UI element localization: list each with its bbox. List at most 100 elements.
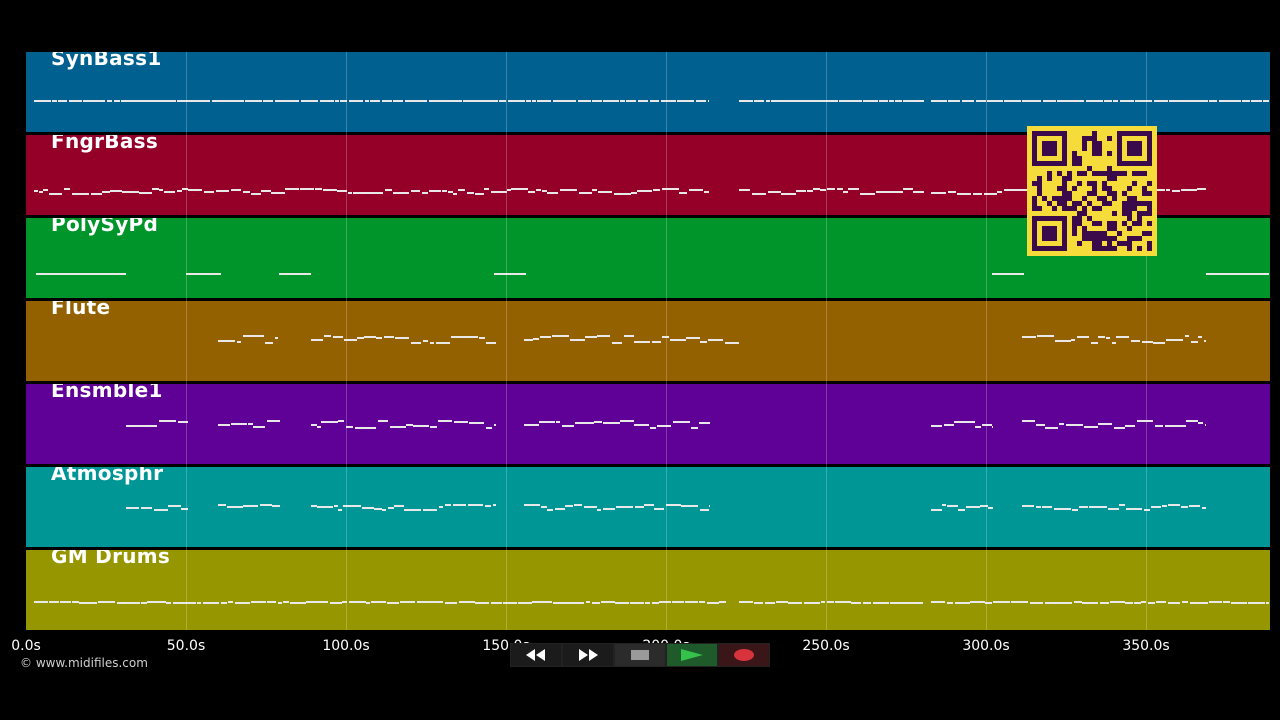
note-mark bbox=[521, 273, 526, 275]
note-mark bbox=[309, 273, 311, 275]
qr-module bbox=[1092, 171, 1097, 176]
qr-module bbox=[1147, 221, 1152, 226]
note-mark bbox=[439, 506, 443, 508]
qr-module bbox=[1122, 191, 1127, 196]
note-mark bbox=[186, 273, 203, 275]
note-mark bbox=[689, 189, 703, 191]
qr-module bbox=[1137, 236, 1142, 241]
qr-module bbox=[1097, 171, 1102, 176]
qr-module bbox=[1062, 201, 1067, 206]
note-mark bbox=[997, 273, 1008, 275]
qr-module bbox=[1147, 191, 1152, 196]
gridline bbox=[666, 52, 667, 630]
qr-module bbox=[1127, 226, 1132, 231]
note-mark bbox=[827, 188, 835, 190]
note-mark bbox=[873, 602, 889, 604]
note-mark bbox=[479, 337, 485, 339]
note-mark bbox=[494, 424, 496, 426]
note-mark bbox=[316, 601, 328, 603]
gridline bbox=[346, 52, 347, 630]
qr-module bbox=[1072, 151, 1077, 156]
qr-module bbox=[1107, 236, 1112, 241]
note-mark bbox=[1172, 190, 1180, 192]
note-mark bbox=[267, 601, 276, 603]
note-mark bbox=[445, 504, 451, 506]
time-tick-label: 100.0s bbox=[322, 638, 370, 654]
note-mark bbox=[311, 339, 323, 341]
qr-module bbox=[1112, 226, 1117, 231]
note-mark bbox=[539, 421, 555, 423]
qr-module bbox=[1092, 141, 1097, 146]
note-mark bbox=[162, 100, 176, 102]
note-mark bbox=[931, 509, 942, 511]
note-mark bbox=[406, 424, 413, 426]
note-mark bbox=[1182, 601, 1188, 603]
note-mark bbox=[980, 505, 988, 507]
note-mark bbox=[423, 509, 437, 511]
play-button[interactable] bbox=[666, 643, 718, 667]
note-mark bbox=[235, 100, 244, 102]
record-button[interactable] bbox=[718, 643, 770, 667]
note-mark bbox=[1249, 273, 1256, 275]
note-mark bbox=[293, 273, 301, 275]
note-mark bbox=[467, 192, 474, 194]
qr-module bbox=[1087, 181, 1092, 186]
note-mark bbox=[40, 273, 45, 275]
note-mark bbox=[197, 602, 201, 604]
note-mark bbox=[670, 339, 686, 341]
note-mark bbox=[594, 421, 602, 423]
note-mark bbox=[1022, 505, 1034, 507]
note-mark bbox=[579, 192, 592, 194]
note-mark bbox=[203, 602, 207, 604]
note-mark bbox=[992, 273, 997, 275]
qr-module bbox=[1127, 201, 1132, 206]
qr-module bbox=[1082, 136, 1087, 141]
note-mark bbox=[1194, 602, 1208, 604]
note-mark bbox=[1190, 602, 1194, 604]
note-mark bbox=[1114, 427, 1125, 429]
note-mark bbox=[820, 189, 826, 191]
qr-module bbox=[1127, 196, 1132, 201]
stop-button[interactable] bbox=[614, 643, 666, 667]
qr-module bbox=[1127, 141, 1142, 156]
note-mark bbox=[597, 509, 601, 511]
note-mark bbox=[603, 100, 619, 102]
note-mark bbox=[442, 100, 457, 102]
note-mark bbox=[679, 192, 687, 194]
fast-forward-button[interactable] bbox=[562, 643, 614, 667]
note-mark bbox=[654, 508, 664, 510]
note-mark bbox=[227, 506, 243, 508]
note-mark bbox=[547, 192, 558, 194]
note-mark bbox=[384, 336, 394, 338]
note-mark bbox=[413, 425, 429, 427]
note-mark bbox=[672, 601, 684, 603]
note-mark bbox=[603, 508, 615, 510]
note-mark bbox=[575, 422, 579, 424]
note-mark bbox=[228, 601, 233, 603]
note-mark bbox=[585, 336, 597, 338]
note-mark bbox=[243, 191, 250, 193]
qr-module bbox=[1132, 236, 1137, 241]
qr-module bbox=[1102, 231, 1107, 236]
qr-module bbox=[1112, 196, 1117, 201]
rewind-button[interactable] bbox=[510, 643, 562, 667]
note-mark bbox=[948, 100, 955, 102]
note-mark bbox=[1004, 100, 1021, 102]
note-mark bbox=[540, 336, 551, 338]
note-mark bbox=[253, 426, 265, 428]
qr-module bbox=[1127, 186, 1132, 191]
note-mark bbox=[1045, 602, 1056, 604]
note-mark bbox=[620, 420, 626, 422]
note-mark bbox=[292, 100, 299, 102]
note-mark bbox=[469, 422, 484, 424]
note-mark bbox=[975, 601, 985, 603]
note-mark bbox=[1148, 602, 1155, 604]
note-mark bbox=[1189, 505, 1200, 507]
note-mark bbox=[422, 192, 428, 194]
note-mark bbox=[532, 100, 536, 102]
note-mark bbox=[902, 602, 918, 604]
note-mark bbox=[997, 191, 1002, 193]
note-mark bbox=[1262, 273, 1269, 275]
note-mark bbox=[216, 190, 229, 192]
note-mark bbox=[177, 100, 182, 102]
